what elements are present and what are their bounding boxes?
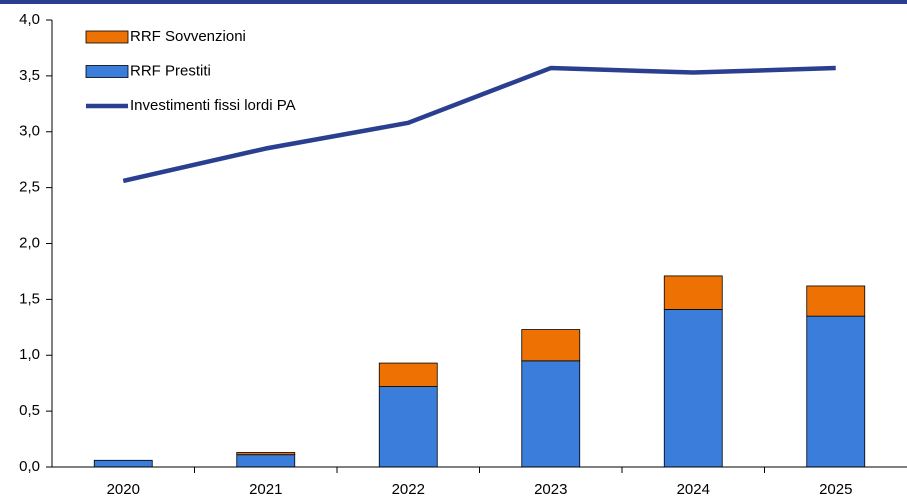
y-tick-label: 4,0: [19, 11, 40, 28]
y-tick-label: 0,0: [19, 458, 40, 475]
y-tick-label: 0,5: [19, 402, 40, 419]
bar: [521, 329, 581, 362]
legend-label: Investimenti fissi lordi PA: [130, 97, 296, 114]
x-tick-label: 2021: [249, 481, 282, 497]
legend-label: RRF Prestiti: [130, 62, 211, 79]
top-border: [0, 0, 907, 4]
y-tick-label: 2,0: [19, 234, 40, 251]
y-tick-label: 3,0: [19, 123, 40, 140]
line-series: [122, 65, 836, 184]
bar: [806, 285, 866, 317]
y-tick-label: 1,0: [19, 346, 40, 363]
x-tick-label: 2022: [392, 481, 425, 497]
bar: [93, 459, 153, 468]
legend-swatch: [85, 30, 129, 44]
x-tick-label: 2023: [534, 481, 567, 497]
legend-swatch: [85, 65, 129, 78]
bar: [378, 362, 438, 387]
bar: [521, 360, 581, 468]
bar: [378, 386, 438, 468]
y-tick-label: 1,5: [19, 290, 40, 307]
x-tick-label: 2020: [107, 481, 140, 497]
y-tick-label: 3,5: [19, 67, 40, 84]
bar: [663, 309, 723, 468]
bar: [236, 452, 296, 456]
bar: [236, 454, 296, 468]
x-tick-label: 2024: [677, 481, 710, 497]
bar: [663, 275, 723, 310]
bar: [806, 315, 866, 468]
y-tick-label: 2,5: [19, 179, 40, 196]
x-tick-label: 2025: [819, 481, 852, 497]
legend-label: RRF Sovvenzioni: [130, 28, 246, 45]
